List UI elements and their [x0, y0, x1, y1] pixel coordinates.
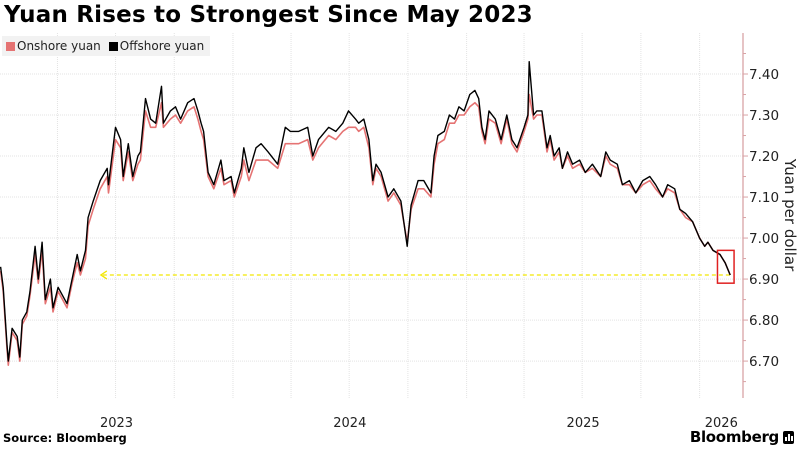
brand-text: Bloomberg — [689, 428, 779, 446]
legend-label-offshore: Offshore yuan — [119, 39, 205, 53]
onshore-yuan-line — [0, 93, 731, 367]
y-axis-label: Yuan per dollar — [781, 158, 799, 272]
y-tick-label: 7.00 — [749, 231, 779, 247]
legend-item-offshore: Offshore yuan — [108, 39, 205, 53]
offshore-yuan-line — [0, 61, 731, 362]
y-tick-label: 7.40 — [749, 67, 779, 83]
y-tick-label: 6.90 — [749, 272, 779, 288]
highlight-box — [716, 249, 735, 284]
x-tick-label-2023: 2023 — [100, 416, 133, 431]
x-tick-label-2024: 2024 — [333, 416, 366, 431]
legend-swatch-offshore — [108, 41, 118, 51]
y-tick-label: 6.80 — [749, 313, 779, 329]
legend-item-onshore: Onshore yuan — [6, 39, 101, 53]
bloomberg-chart-icon — [783, 430, 794, 444]
reference-arrowhead — [99, 270, 108, 280]
y-tick-label: 6.70 — [749, 354, 779, 370]
y-tick-label: 7.30 — [749, 108, 779, 124]
bloomberg-logo: Bloomberg — [690, 428, 794, 446]
chart-title: Yuan Rises to Strongest Since May 2023 — [4, 2, 533, 28]
y-tick-label: 7.10 — [749, 190, 779, 206]
x-tick-label-2026: 2026 — [705, 416, 738, 431]
x-tick-label-2025: 2025 — [567, 416, 600, 431]
legend-swatch-onshore — [6, 41, 15, 51]
legend: Onshore yuan Offshore yuan — [2, 36, 211, 56]
legend-label-onshore: Onshore yuan — [17, 39, 101, 53]
source-note: Source: Bloomberg — [3, 431, 127, 445]
y-tick-label: 7.20 — [749, 149, 779, 165]
